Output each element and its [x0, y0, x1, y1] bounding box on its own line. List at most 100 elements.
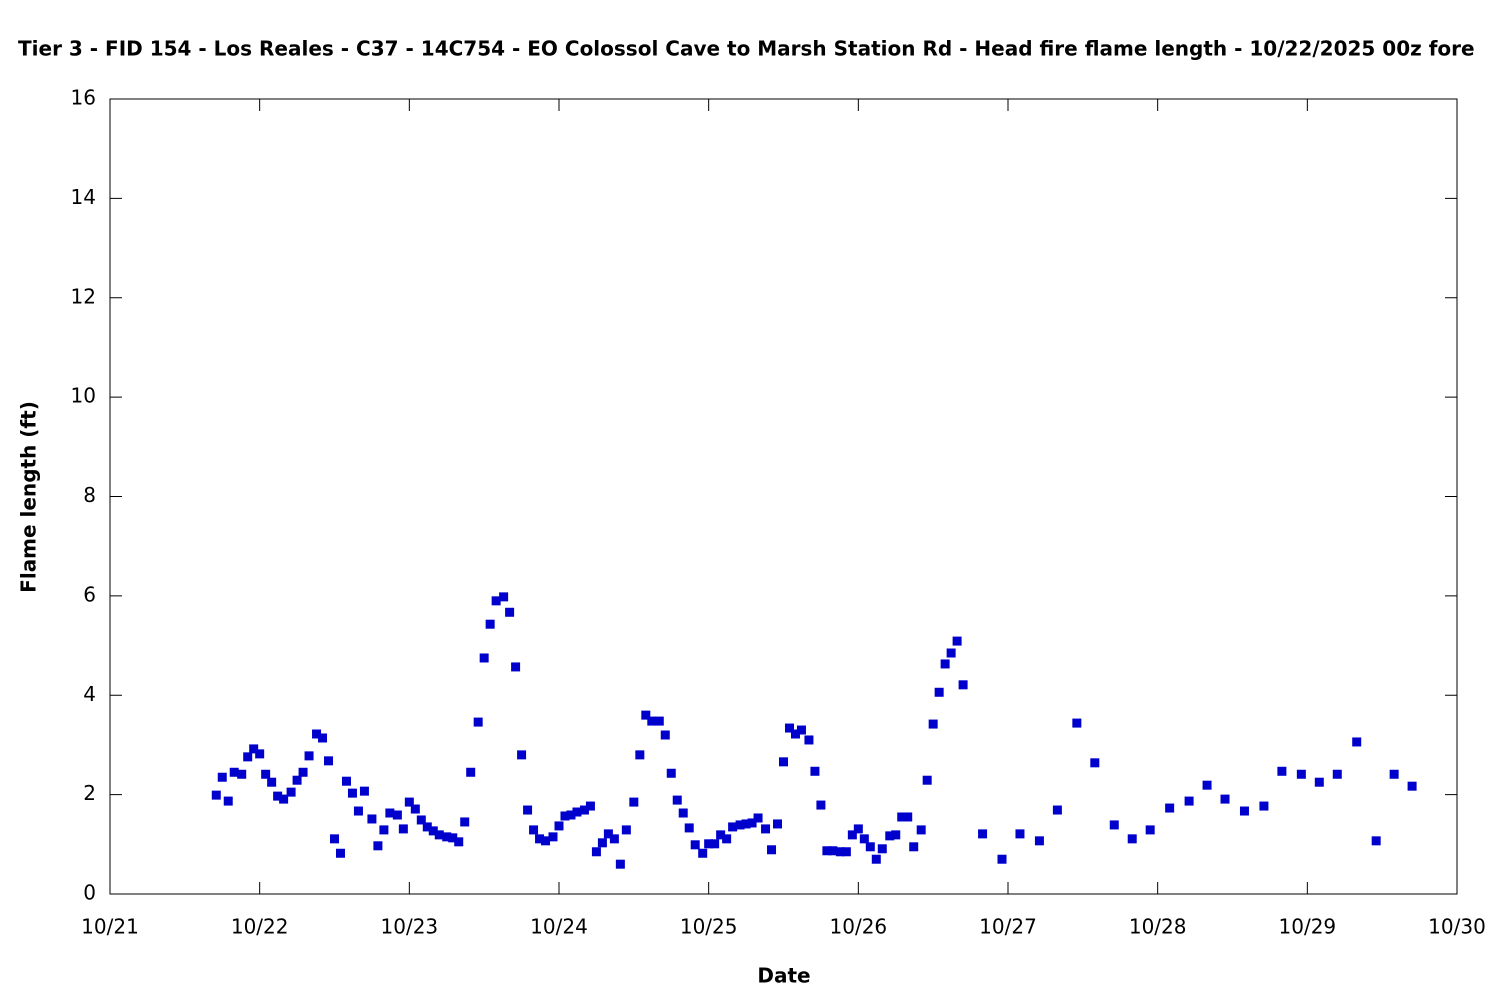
data-point [916, 825, 926, 835]
y-tick-label: 4 [83, 682, 96, 706]
data-point [318, 733, 328, 743]
data-point [684, 823, 694, 833]
data-point [267, 777, 277, 787]
data-point [672, 795, 682, 805]
data-point [779, 757, 788, 767]
x-tick-label: 10/21 [81, 915, 139, 939]
data-point [373, 841, 383, 851]
data-point [353, 806, 363, 816]
data-point [790, 729, 800, 739]
y-tick-label: 10 [71, 384, 96, 408]
data-point [897, 812, 907, 822]
data-point [741, 819, 751, 829]
data-point [767, 845, 777, 855]
data-point [229, 767, 239, 777]
data-point [392, 810, 402, 820]
data-point [796, 725, 806, 735]
data-point [816, 800, 826, 810]
data-point [722, 834, 732, 844]
data-point [448, 833, 458, 843]
data-point [1165, 803, 1175, 813]
data-point [934, 687, 944, 697]
data-point [735, 820, 745, 830]
data-point [909, 842, 919, 852]
data-point [560, 811, 570, 821]
data-point [1259, 801, 1269, 811]
data-point [523, 805, 533, 815]
data-point [347, 788, 357, 798]
data-point [828, 846, 838, 856]
x-tick-label: 10/24 [530, 915, 588, 939]
data-point [666, 768, 676, 778]
data-point [422, 822, 432, 832]
data-point [958, 680, 968, 690]
data-point [548, 832, 558, 842]
data-point [753, 813, 763, 823]
x-tick-label: 10/29 [1279, 915, 1337, 939]
data-point [255, 749, 265, 759]
data-point [1202, 780, 1212, 790]
data-point [428, 826, 438, 836]
data-point [279, 794, 289, 804]
data-point [554, 821, 564, 831]
plot-frame [109, 98, 1458, 895]
data-point [1296, 769, 1306, 779]
data-point [922, 775, 932, 785]
data-point [621, 825, 631, 835]
data-point [359, 786, 369, 796]
data-point [1220, 794, 1230, 804]
data-point [585, 801, 595, 811]
data-point [541, 836, 551, 846]
data-point [690, 840, 700, 850]
data-point [591, 847, 601, 857]
data-point [615, 859, 625, 869]
data-point [1052, 805, 1062, 815]
data-point [647, 716, 657, 726]
data-point [261, 769, 271, 779]
data-point [1109, 820, 1119, 830]
data-point [298, 767, 308, 777]
data-point [579, 805, 589, 815]
data-point [491, 596, 501, 606]
data-point [1407, 781, 1417, 791]
data-point [952, 636, 962, 646]
data-point [1277, 766, 1287, 776]
data-point [1184, 796, 1194, 806]
x-tick-label: 10/22 [231, 915, 289, 939]
data-point [324, 756, 334, 766]
data-point [928, 719, 938, 729]
data-point [479, 653, 489, 663]
data-point [335, 848, 345, 858]
x-tick-label: 10/27 [979, 915, 1037, 939]
data-point [891, 830, 901, 840]
data-point [566, 810, 576, 820]
y-tick-label: 0 [83, 881, 96, 905]
data-point [398, 824, 408, 834]
data-point [859, 834, 869, 844]
data-point [946, 648, 956, 658]
y-tick-label: 2 [83, 781, 96, 805]
data-point [761, 824, 771, 834]
data-point [517, 750, 527, 760]
data-point [404, 797, 414, 807]
data-point [1072, 718, 1082, 728]
data-point [1145, 825, 1155, 835]
x-tick-label: 10/26 [830, 915, 888, 939]
data-point [243, 752, 253, 762]
data-point [704, 839, 714, 849]
data-point [499, 592, 509, 602]
x-axis-label: Date [757, 964, 810, 988]
data-point [865, 842, 875, 852]
data-point [529, 825, 539, 835]
data-point [716, 830, 726, 840]
y-axis-label: Flame length (ft) [17, 401, 41, 593]
data-point [1239, 806, 1249, 816]
x-tick-label: 10/28 [1129, 915, 1187, 939]
data-point [304, 751, 314, 761]
data-point [871, 854, 881, 864]
data-point [1127, 834, 1137, 844]
data-point [1015, 829, 1025, 839]
data-point [698, 848, 708, 858]
data-point [877, 844, 887, 854]
data-point [654, 716, 664, 726]
